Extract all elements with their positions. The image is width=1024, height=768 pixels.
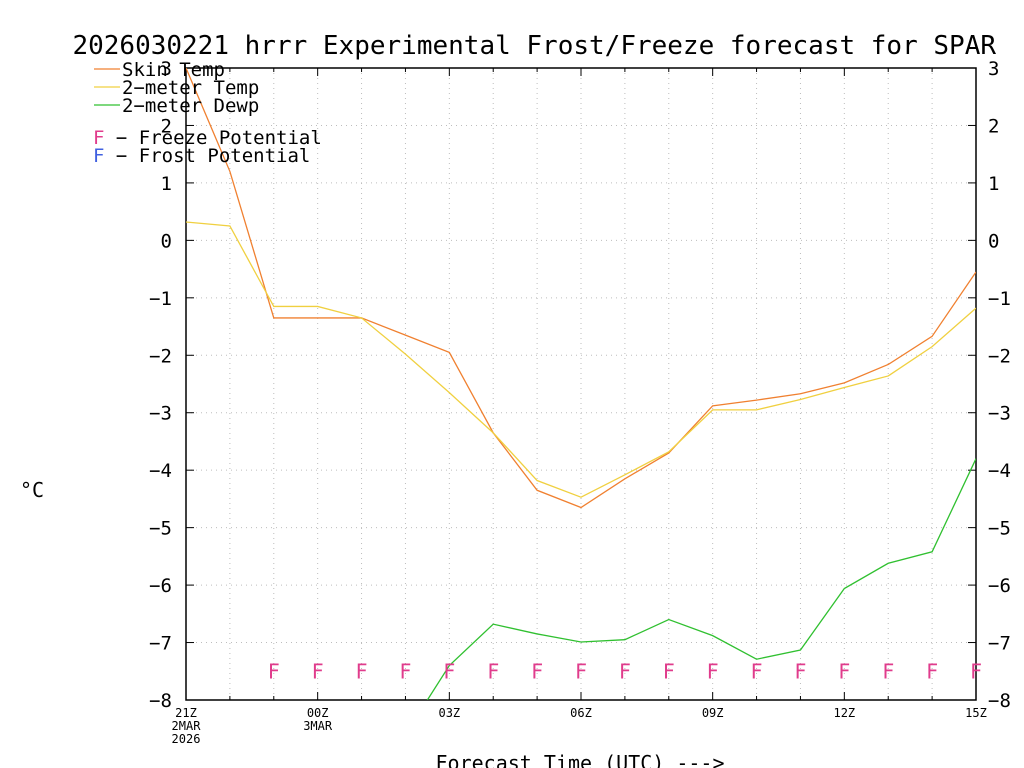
freeze-flag: F [794, 659, 806, 683]
chart-title: 2026030221 hrrr Experimental Frost/Freez… [72, 31, 996, 61]
legend-label: 2−meter Dewp [122, 95, 259, 117]
y-tick-label-right: 1 [988, 173, 999, 195]
y-tick-label-right: 2 [988, 115, 999, 137]
freeze-flag: F [663, 659, 675, 683]
y-tick-label-right: 0 [988, 230, 999, 252]
legend-label: 2−meter Temp [122, 77, 259, 99]
freeze-flag: F [970, 659, 982, 683]
freeze-flag: F [268, 659, 280, 683]
y-tick-label-left: −1 [149, 288, 172, 310]
y-tick-label-right: −1 [988, 288, 1011, 310]
y-tick-label-left: 0 [161, 230, 172, 252]
y-tick-label-right: −4 [988, 460, 1011, 482]
series-line-skin-temp [186, 67, 976, 509]
y-tick-label-left: −3 [149, 403, 172, 425]
legend-label: Skin Temp [122, 59, 225, 81]
freeze-flag: F [926, 659, 938, 683]
series-line-2-meter-dewp [426, 458, 976, 700]
y-tick-label-right: 3 [988, 58, 999, 80]
freeze-flag: F [751, 659, 763, 683]
y-tick-label-right: −5 [988, 518, 1011, 540]
axis-ticks: 3 3 2 2 1 1 0 0 −1 −1 −2 −2 −3 −3 −4 −4 −5 −5 −6 −6 −7 −7 −8 −8… [149, 58, 1011, 746]
freeze-flag: F [356, 659, 368, 683]
x-tick-label: 15Z [965, 706, 987, 720]
y-tick-label-left: 2 [161, 115, 172, 137]
freeze-flag: F [838, 659, 850, 683]
series-lines [186, 67, 976, 700]
x-tick-label: 21Z [175, 706, 197, 720]
y-tick-label-left: −4 [149, 460, 172, 482]
x-tick-label: 2026 [172, 732, 201, 746]
freeze-flag: F [312, 659, 324, 683]
y-tick-label-right: −7 [988, 633, 1011, 655]
flag-legend-entry: F − Freeze Potential [93, 127, 322, 149]
y-tick-label-right: −2 [988, 345, 1011, 367]
x-tick-label: 03Z [438, 706, 460, 720]
x-axis-label: Forecast Time (UTC) ---> [436, 751, 725, 768]
flag-legend-letter: F [93, 145, 104, 167]
x-tick-label: 06Z [570, 706, 592, 720]
freeze-flag: F [531, 659, 543, 683]
y-tick-label-left: 3 [161, 58, 172, 80]
freeze-flag: F [882, 659, 894, 683]
y-tick-label-left: −8 [149, 690, 172, 712]
y-tick-label-left: 1 [161, 173, 172, 195]
flag-legend-letter: F [93, 127, 104, 149]
y-tick-label-right: −3 [988, 403, 1011, 425]
x-tick-label: 2MAR [172, 719, 202, 733]
freeze-flag: F [707, 659, 719, 683]
freeze-flag: F [619, 659, 631, 683]
grid [186, 68, 976, 700]
freeze-flag: F [575, 659, 587, 683]
y-tick-label-left: −6 [149, 575, 172, 597]
flag-legend-text: − Freeze Potential [104, 127, 321, 149]
flag-legend-text: − Frost Potential [104, 145, 310, 167]
y-tick-label-left: −5 [149, 518, 172, 540]
y-tick-label-right: −6 [988, 575, 1011, 597]
x-tick-label: 00Z [307, 706, 329, 720]
y-tick-label-right: −8 [988, 690, 1011, 712]
freeze-flag: F [487, 659, 499, 683]
x-tick-label: 09Z [702, 706, 724, 720]
freeze-flag: F [399, 659, 411, 683]
x-tick-label: 3MAR [303, 719, 333, 733]
flag-legend-entry: F − Frost Potential [93, 145, 310, 167]
y-tick-label-left: −7 [149, 633, 172, 655]
y-axis-label: °C [20, 478, 44, 502]
x-tick-label: 12Z [833, 706, 855, 720]
series-line-2-meter-temp [186, 221, 976, 498]
freeze-flag: F [443, 659, 455, 683]
y-tick-label-left: −2 [149, 345, 172, 367]
